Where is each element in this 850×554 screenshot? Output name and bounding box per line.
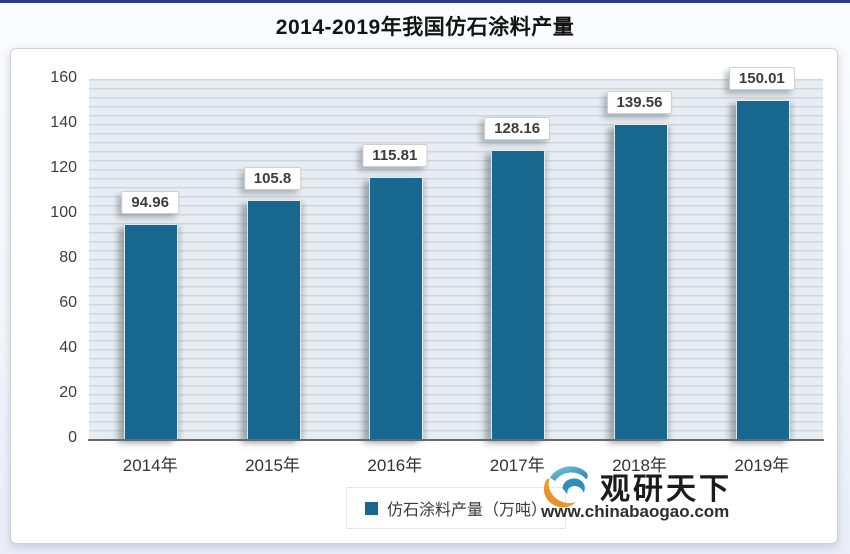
bar-2017年	[491, 149, 546, 439]
bar-2019年	[735, 100, 790, 439]
y-tick-label: 0	[68, 429, 77, 446]
page-top-accent-line	[0, 0, 850, 3]
y-tick-label: 40	[59, 339, 77, 356]
y-tick-label: 100	[50, 204, 77, 221]
y-tick-label: 80	[59, 249, 77, 266]
x-axis-label: 2014年	[122, 456, 178, 475]
bar-value-label: 115.81	[362, 144, 428, 168]
watermark-url: www.chinabaogao.com	[541, 502, 730, 521]
bar-2015年	[246, 199, 301, 439]
watermark-brand: 观研天下	[600, 473, 732, 506]
y-tick-label: 160	[50, 69, 77, 86]
bar-2014年	[124, 224, 179, 439]
chart-card: 94.96 105.8 115.81 128.16 139.56 150.01 0 20 40…	[10, 48, 838, 544]
legend: 仿石涂料产量（万吨）	[345, 487, 567, 529]
y-tick-label: 140	[50, 114, 77, 131]
y-tick-label: 20	[59, 384, 77, 401]
bar-value-label: 139.56	[606, 91, 673, 114]
chart-title: 2014-2019年我国仿石涂料产量	[275, 16, 575, 39]
bar-2016年	[368, 177, 423, 439]
bar-value-label: 150.01	[728, 67, 795, 91]
watermark-swirl-logo-icon	[543, 466, 588, 508]
legend-marker-icon	[364, 501, 378, 515]
bar-value-label: 105.8	[243, 166, 302, 190]
x-axis-label: 2016年	[367, 456, 423, 475]
x-axis-line	[88, 439, 824, 441]
x-axis-label: 2015年	[245, 456, 300, 475]
bar-value-label: 94.96	[121, 191, 179, 215]
y-tick-label: 120	[50, 159, 77, 176]
watermark: 观研天下 www.chinabaogao.com	[539, 459, 819, 522]
bar-value-label: 128.16	[484, 116, 551, 140]
y-tick-label: 60	[59, 294, 77, 311]
legend-label: 仿石涂料产量（万吨）	[386, 502, 548, 519]
bar-2018年	[613, 124, 668, 439]
plot-area: 94.96 105.8 115.81 128.16 139.56 150.01	[89, 67, 823, 439]
